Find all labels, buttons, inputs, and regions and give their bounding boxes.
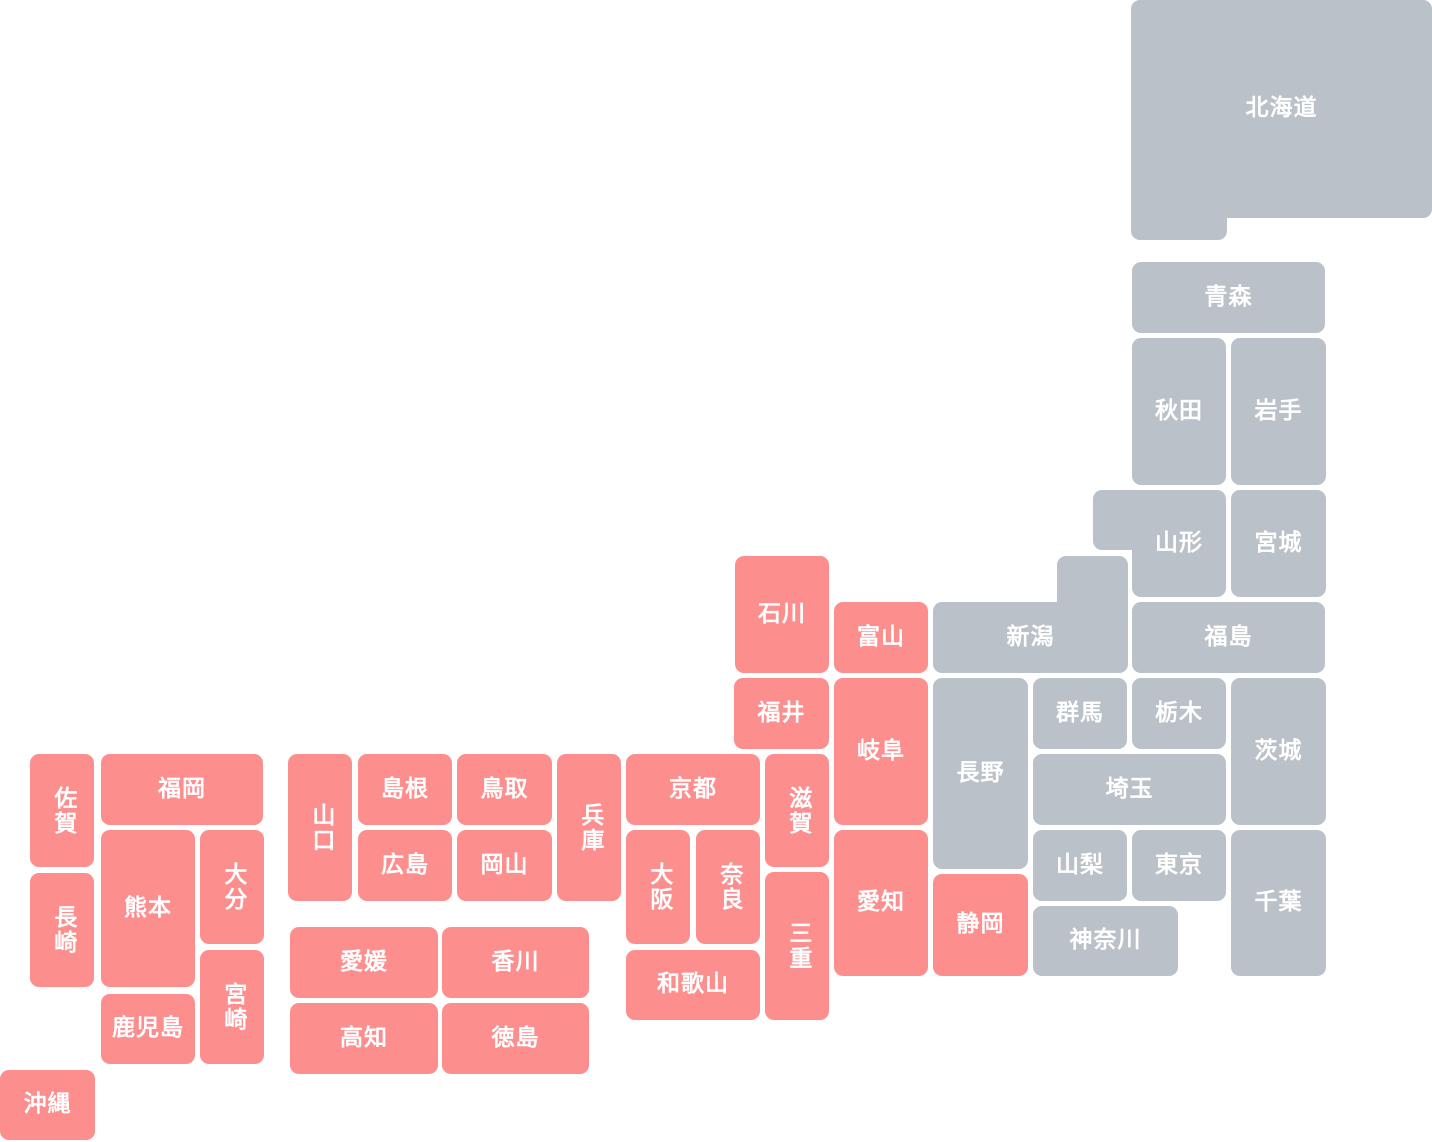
prefecture-iwate[interactable]: 岩手 bbox=[1231, 338, 1326, 485]
prefecture-kagawa[interactable]: 香川 bbox=[442, 927, 589, 998]
prefecture-shimane[interactable]: 島根 bbox=[358, 754, 452, 825]
prefecture-akita[interactable]: 秋田 bbox=[1132, 338, 1226, 485]
prefecture-label: 長崎 bbox=[49, 905, 76, 955]
prefecture-ibaraki[interactable]: 茨城 bbox=[1231, 678, 1326, 825]
prefecture-aichi[interactable]: 愛知 bbox=[834, 830, 928, 976]
prefecture-kagoshima[interactable]: 鹿児島 bbox=[101, 994, 195, 1064]
prefecture-label: 埼玉 bbox=[1105, 775, 1154, 802]
prefecture-niigata[interactable]: 新潟 bbox=[933, 602, 1128, 673]
prefecture-label: 東京 bbox=[1155, 851, 1203, 878]
prefecture-label: 群馬 bbox=[1056, 699, 1104, 726]
prefecture-yamanashi[interactable]: 山梨 bbox=[1033, 830, 1127, 901]
prefecture-label: 山梨 bbox=[1056, 851, 1104, 878]
prefecture-label: 徳島 bbox=[491, 1024, 540, 1051]
prefecture-chiba[interactable]: 千葉 bbox=[1231, 830, 1326, 976]
prefecture-label: 新潟 bbox=[1006, 623, 1055, 650]
prefecture-osaka[interactable]: 大阪 bbox=[626, 830, 690, 944]
prefecture-label: 福島 bbox=[1204, 623, 1253, 650]
prefecture-ishikawa[interactable]: 石川 bbox=[735, 556, 829, 673]
prefecture-tottori[interactable]: 鳥取 bbox=[457, 754, 552, 825]
prefecture-label: 青森 bbox=[1204, 283, 1253, 310]
prefecture-label: 佐賀 bbox=[49, 785, 76, 836]
prefecture-label: 山口 bbox=[307, 802, 334, 853]
prefecture-label: 福井 bbox=[757, 699, 806, 726]
prefecture-tochigi[interactable]: 栃木 bbox=[1132, 678, 1226, 749]
prefecture-label: 北海道 bbox=[1245, 95, 1318, 122]
prefecture-fukushima[interactable]: 福島 bbox=[1132, 602, 1325, 673]
prefecture-kanagawa[interactable]: 神奈川 bbox=[1033, 906, 1178, 976]
prefecture-label: 奈良 bbox=[715, 862, 742, 912]
prefecture-hyogo[interactable]: 兵庫 bbox=[557, 754, 621, 901]
prefecture-label: 千葉 bbox=[1254, 889, 1303, 916]
prefecture-label: 石川 bbox=[758, 600, 806, 627]
prefecture-oita[interactable]: 大分 bbox=[200, 830, 264, 944]
prefecture-label: 栃木 bbox=[1155, 699, 1203, 726]
prefecture-kumamoto[interactable]: 熊本 bbox=[101, 830, 195, 987]
prefecture-label: 沖縄 bbox=[23, 1091, 72, 1118]
prefecture-label: 兵庫 bbox=[576, 802, 603, 853]
prefecture-saga[interactable]: 佐賀 bbox=[30, 754, 94, 867]
prefecture-label: 宮崎 bbox=[219, 982, 246, 1032]
prefecture-fukui[interactable]: 福井 bbox=[734, 678, 829, 749]
prefecture-mie[interactable]: 三重 bbox=[765, 872, 829, 1020]
prefecture-label: 京都 bbox=[669, 775, 717, 802]
prefecture-gifu[interactable]: 岐阜 bbox=[834, 678, 928, 825]
prefecture-label: 鳥取 bbox=[480, 775, 529, 802]
prefecture-miyazaki[interactable]: 宮崎 bbox=[200, 950, 264, 1064]
prefecture-label: 秋田 bbox=[1155, 397, 1203, 424]
prefecture-label: 愛知 bbox=[857, 889, 905, 916]
prefecture-label: 香川 bbox=[491, 948, 540, 975]
prefecture-yamagata[interactable]: 山形 bbox=[1132, 490, 1226, 597]
prefecture-tokushima[interactable]: 徳島 bbox=[442, 1003, 589, 1074]
prefecture-kyoto[interactable]: 京都 bbox=[626, 754, 760, 825]
prefecture-label: 静岡 bbox=[956, 911, 1005, 938]
prefecture-label: 鹿児島 bbox=[112, 1015, 184, 1042]
prefecture-label: 大分 bbox=[219, 862, 246, 912]
prefecture-label: 滋賀 bbox=[784, 785, 811, 836]
prefecture-nagasaki[interactable]: 長崎 bbox=[30, 873, 94, 987]
prefecture-label: 高知 bbox=[340, 1024, 388, 1051]
prefecture-label: 岡山 bbox=[480, 851, 529, 878]
prefecture-label: 熊本 bbox=[124, 894, 172, 921]
prefecture-label: 愛媛 bbox=[340, 948, 388, 975]
prefecture-label: 山形 bbox=[1155, 529, 1203, 556]
prefecture-label: 岩手 bbox=[1254, 397, 1303, 424]
prefecture-label: 長野 bbox=[956, 759, 1005, 786]
prefecture-label: 茨城 bbox=[1254, 737, 1303, 764]
prefecture-okayama[interactable]: 岡山 bbox=[457, 830, 552, 901]
prefecture-shiga[interactable]: 滋賀 bbox=[765, 754, 829, 867]
prefecture-label: 三重 bbox=[784, 921, 811, 971]
prefecture-hokkaido[interactable]: 北海道 bbox=[1131, 0, 1432, 218]
prefecture-tokyo[interactable]: 東京 bbox=[1132, 830, 1226, 901]
prefecture-toyama[interactable]: 富山 bbox=[834, 602, 928, 673]
prefecture-kochi[interactable]: 高知 bbox=[290, 1003, 438, 1074]
prefecture-label: 広島 bbox=[381, 851, 429, 878]
prefecture-wakayama[interactable]: 和歌山 bbox=[626, 950, 760, 1020]
prefecture-yamaguchi[interactable]: 山口 bbox=[288, 754, 352, 901]
prefecture-miyagi[interactable]: 宮城 bbox=[1231, 490, 1326, 597]
prefecture-label: 岐阜 bbox=[857, 737, 905, 764]
prefecture-saitama[interactable]: 埼玉 bbox=[1033, 754, 1226, 825]
prefecture-label: 島根 bbox=[381, 775, 429, 802]
prefecture-nagano[interactable]: 長野 bbox=[933, 678, 1028, 869]
prefecture-label: 大阪 bbox=[645, 862, 672, 912]
prefecture-label: 富山 bbox=[857, 623, 905, 650]
prefecture-hiroshima[interactable]: 広島 bbox=[358, 830, 452, 901]
prefecture-label: 和歌山 bbox=[657, 971, 729, 998]
prefecture-ehime[interactable]: 愛媛 bbox=[290, 927, 438, 998]
prefecture-fukuoka[interactable]: 福岡 bbox=[101, 754, 263, 825]
prefecture-label: 神奈川 bbox=[1069, 927, 1142, 954]
prefecture-hokkaido-extension[interactable] bbox=[1131, 196, 1227, 240]
prefecture-aomori[interactable]: 青森 bbox=[1132, 262, 1325, 333]
prefecture-nara[interactable]: 奈良 bbox=[696, 830, 760, 944]
prefecture-label: 福岡 bbox=[158, 775, 206, 802]
prefecture-gunma[interactable]: 群馬 bbox=[1033, 678, 1127, 749]
prefecture-label: 宮城 bbox=[1254, 529, 1303, 556]
prefecture-shizuoka[interactable]: 静岡 bbox=[933, 874, 1028, 976]
prefecture-okinawa[interactable]: 沖縄 bbox=[0, 1070, 95, 1140]
